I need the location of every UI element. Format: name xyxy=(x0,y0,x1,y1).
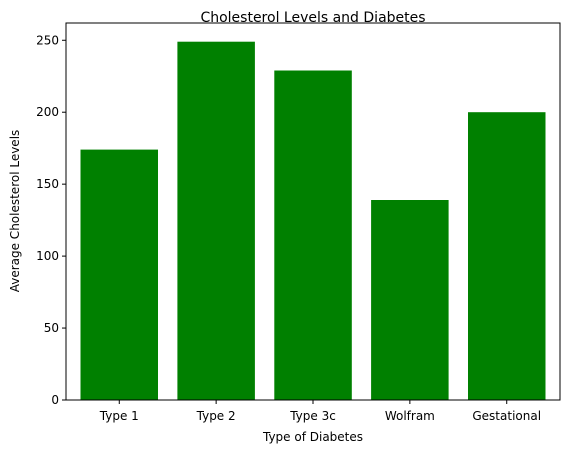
bar-type-2 xyxy=(177,41,255,400)
x-tick-label: Wolfram xyxy=(385,409,435,423)
y-tick-label: 50 xyxy=(44,321,59,335)
x-tick-label: Type 1 xyxy=(99,409,139,423)
y-tick-label: 150 xyxy=(36,177,59,191)
x-tick-label: Gestational xyxy=(472,409,541,423)
bar-type-1 xyxy=(80,149,158,400)
x-axis-label: Type of Diabetes xyxy=(262,430,363,444)
y-axis: 0 50 100 150 200 250 xyxy=(36,33,66,407)
bar-gestational xyxy=(468,112,546,400)
bar-wolfram xyxy=(371,200,449,400)
chart-title: Cholesterol Levels and Diabetes xyxy=(200,10,425,26)
bar-type-3c xyxy=(274,70,352,400)
bars-group xyxy=(80,41,546,400)
y-tick-label: 250 xyxy=(36,33,59,47)
x-axis: Type 1 Type 2 Type 3c Wolfram Gestational xyxy=(99,400,541,423)
y-tick-label: 0 xyxy=(51,393,59,407)
x-tick-label: Type 2 xyxy=(196,409,236,423)
y-tick-label: 100 xyxy=(36,249,59,263)
y-axis-label: Average Cholesterol Levels xyxy=(8,130,22,293)
y-tick-label: 200 xyxy=(36,105,59,119)
x-tick-label: Type 3c xyxy=(289,409,336,423)
